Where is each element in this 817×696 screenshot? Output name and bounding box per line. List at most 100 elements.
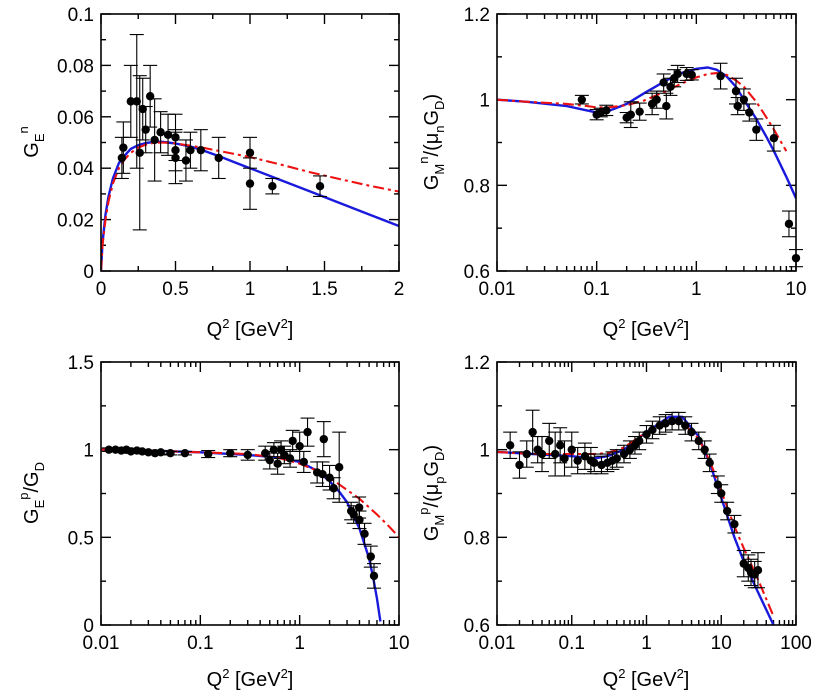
curves (101, 140, 399, 271)
data-point (349, 510, 358, 519)
data-point (612, 454, 621, 463)
data-point (753, 566, 763, 575)
panel-top-left: 0 0.5 1 1.5 2 0 0.02 0.04 0.06 0.08 0.1 Q2 [GeV2] GE… (16, 5, 404, 341)
y-tick-label: 0.6 (464, 262, 490, 283)
x-tick-label: 1 (245, 279, 256, 300)
y-tick-label: 1 (83, 441, 94, 462)
data-point (687, 427, 696, 437)
data-point (355, 515, 364, 524)
y-tick-label: 0.1 (68, 5, 94, 26)
data-point (226, 448, 235, 458)
fit-blue-solid-curve (101, 448, 382, 622)
y-tick-label: 0.08 (57, 56, 94, 77)
curves (497, 66, 796, 199)
x-tick-label: 10 (711, 633, 732, 654)
plot-frame (496, 13, 797, 272)
data-point (354, 503, 364, 512)
y-axis-label: GMp/(μpGD) (416, 445, 447, 541)
data-point (739, 95, 749, 104)
y-tick-label: 0.5 (68, 528, 94, 549)
data-point (150, 135, 159, 145)
x-tick-label: 1 (641, 633, 652, 654)
data-point (567, 445, 576, 454)
y-axis-label: GMn/(μnGD) (416, 94, 447, 190)
data-point (577, 95, 587, 104)
data-point (667, 416, 677, 426)
data-point (590, 458, 599, 468)
data-point (366, 552, 375, 561)
data-point (303, 427, 312, 437)
data-point (196, 146, 206, 155)
x-tick-label: 0.01 (479, 279, 516, 300)
data-point (648, 425, 657, 435)
data-point (318, 470, 327, 479)
y-tick-label: 0 (83, 262, 94, 283)
data-point (329, 484, 338, 493)
y-tick-label: 0.8 (464, 176, 490, 197)
data-points (503, 409, 765, 589)
data-point (288, 436, 297, 446)
data-point (705, 458, 714, 468)
data-point (119, 143, 128, 152)
y-tick-label: 0 (83, 616, 94, 637)
x-tick-label: 10 (388, 633, 409, 654)
data-point (681, 421, 690, 430)
data-point (515, 460, 524, 470)
y-axis-label: GEn (16, 126, 47, 157)
data-point (528, 427, 537, 437)
data-point (673, 69, 682, 79)
data-point (126, 97, 135, 106)
y-tick-label: 1 (479, 91, 490, 112)
data-point (662, 101, 671, 111)
data-point (315, 181, 325, 191)
y-tick-label: 0.06 (57, 108, 94, 129)
data-point (369, 571, 379, 581)
data-point (784, 219, 794, 229)
data-point (550, 449, 560, 459)
data-point (717, 489, 726, 498)
data-point (602, 106, 611, 115)
data-point (687, 70, 696, 80)
y-tick-label: 1.2 (464, 5, 490, 26)
data-point (203, 449, 213, 459)
x-tick-label: 1 (691, 279, 702, 300)
data-point (181, 156, 191, 165)
x-axis-label: Q2 [GeV2] (603, 666, 690, 691)
y-tick-label: 1 (479, 441, 490, 462)
x-axis-label: Q2 [GeV2] (207, 666, 294, 691)
data-point (319, 434, 329, 444)
panel-top-right: 0.01 0.1 1 10 0.6 0.8 1 1.2 Q2 [GeV2] GMn/(μnGD) (416, 5, 807, 341)
data-point (299, 457, 308, 467)
data-point (652, 95, 661, 104)
data-point (166, 448, 175, 458)
data-points (114, 34, 328, 231)
plot-frame (496, 361, 797, 626)
x-tick-label: 0.01 (83, 633, 120, 654)
fit-red-dashdot-curve (497, 72, 788, 152)
data-point (268, 181, 277, 191)
curves (101, 448, 399, 622)
data-point (635, 107, 644, 116)
x-tick-label: 0.1 (583, 279, 609, 300)
panel-bottom-right: 0.01 0.1 1 10 100 0.6 0.8 1 1.2 Q2 [GeV2] GMp/(μpG… (416, 353, 812, 691)
data-point (573, 456, 582, 465)
y-axis-label: GEp/GD (16, 462, 47, 524)
x-tick-label: 0.1 (187, 633, 213, 654)
data-point (245, 148, 255, 157)
data-point (659, 78, 668, 87)
data-point (117, 153, 127, 163)
x-tick-label: 0.01 (479, 633, 516, 654)
data-point (700, 445, 709, 454)
x-axis-label: Q2 [GeV2] (603, 316, 690, 341)
data-point (265, 455, 274, 465)
data-point (269, 445, 279, 454)
y-tick-label: 0.04 (57, 159, 94, 180)
data-point (156, 448, 166, 457)
x-tick-label: 1.5 (311, 279, 337, 300)
x-tick-label: 1 (294, 633, 305, 654)
x-tick-label: 100 (780, 633, 812, 654)
data-point (243, 450, 252, 460)
data-point (186, 146, 195, 155)
data-point (537, 449, 547, 459)
